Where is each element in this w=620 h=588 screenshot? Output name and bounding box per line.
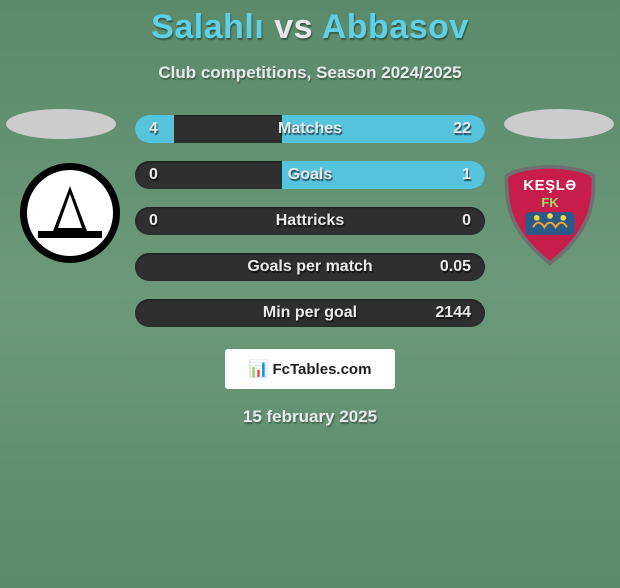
bar-center-label: Min per goal [135, 304, 485, 322]
title-vs: vs [274, 8, 313, 46]
bar-right-value: 0.05 [440, 258, 471, 276]
title-player2: Abbasov [322, 8, 469, 46]
branding-box: 📊 FcTables.com [225, 349, 395, 389]
bar-center-label: Goals per match [135, 258, 485, 276]
right-club-badge: KEŞLƏ FK [500, 163, 600, 267]
title-player1: Salahlı [151, 8, 264, 46]
match-date: 15 february 2025 [0, 407, 620, 427]
page-title: Salahlı vs Abbasov [0, 8, 620, 47]
shield-icon: KEŞLƏ FK [500, 163, 600, 267]
content-region: KEŞLƏ FK 4Matches220Goals10Hattricks0Goa… [0, 115, 620, 327]
chart-icon: 📊 [249, 359, 269, 379]
stat-bar: Min per goal2144 [135, 299, 485, 327]
left-player-portrait-placeholder [6, 109, 116, 139]
subtitle: Club competitions, Season 2024/2025 [0, 63, 620, 83]
right-player-portrait-placeholder [504, 109, 614, 139]
bar-center-label: Goals [135, 166, 485, 184]
bar-right-value: 22 [453, 120, 471, 138]
badge-base-bar [38, 231, 102, 238]
bar-right-value: 0 [462, 212, 471, 230]
stat-bar: 4Matches22 [135, 115, 485, 143]
stat-bar: Goals per match0.05 [135, 253, 485, 281]
right-club-label: KEŞLƏ [500, 177, 600, 194]
bar-center-label: Hattricks [135, 212, 485, 230]
branding-text: FcTables.com [273, 361, 372, 378]
left-club-badge [20, 163, 120, 263]
stat-bar: 0Hattricks0 [135, 207, 485, 235]
bar-center-label: Matches [135, 120, 485, 138]
bar-right-value: 1 [462, 166, 471, 184]
stats-bars: 4Matches220Goals10Hattricks0Goals per ma… [135, 115, 485, 327]
stat-bar: 0Goals1 [135, 161, 485, 189]
right-club-fk: FK [500, 195, 600, 210]
bar-right-value: 2144 [435, 304, 471, 322]
